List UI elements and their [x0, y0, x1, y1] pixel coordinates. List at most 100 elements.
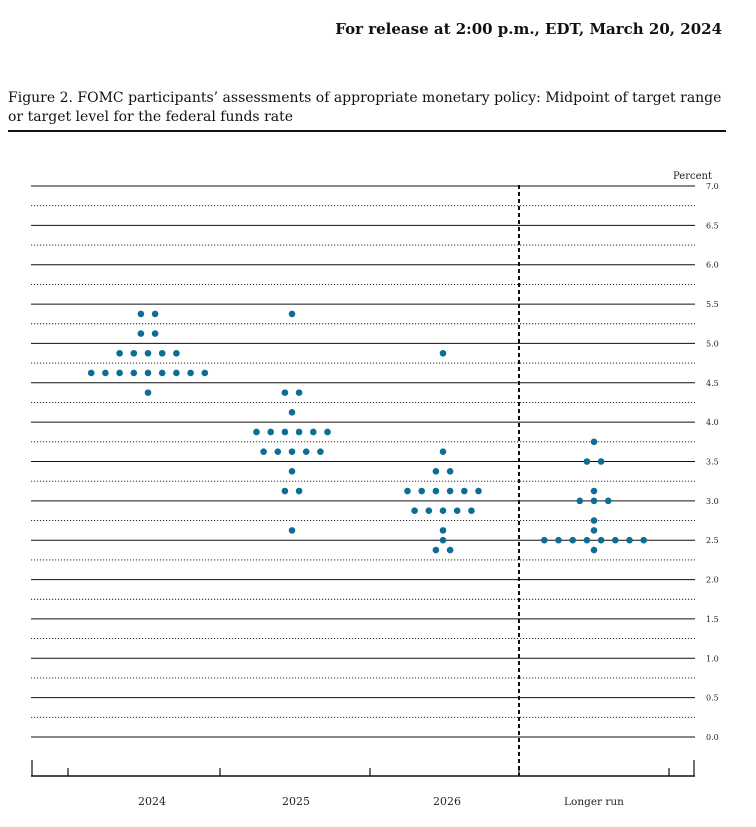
- y-tick-label: 1.5: [706, 615, 719, 624]
- dot: [439, 536, 447, 544]
- dot: [590, 546, 598, 554]
- dot: [446, 546, 454, 554]
- dot: [590, 438, 598, 446]
- dot: [612, 536, 619, 544]
- dot: [288, 310, 296, 318]
- y-tick-label: 4.5: [706, 379, 719, 388]
- dot: [288, 409, 296, 416]
- dot: [260, 448, 267, 455]
- dot: [151, 310, 159, 318]
- dot: [144, 369, 152, 377]
- dot: [604, 497, 612, 505]
- dot: [432, 546, 440, 554]
- y-tick-label: 6.5: [706, 221, 719, 230]
- y-tick-label: 6.0: [706, 261, 719, 270]
- dot: [404, 487, 411, 495]
- dot: [281, 428, 289, 436]
- dot: [151, 330, 159, 337]
- y-axis-ticks: 0.0 0.5 1.0 1.5 2.0 2.5 3.0 3.5 4.0 4.5 5.0 5.5 6.0 6…: [706, 182, 719, 742]
- dot: [288, 448, 296, 455]
- dot: [281, 487, 289, 495]
- dot: [87, 369, 95, 377]
- dot: [317, 448, 324, 455]
- x-category-label: 2024: [138, 795, 166, 808]
- dot: [439, 448, 447, 455]
- x-axis: 2024 2025 2026 Longer run: [31, 760, 695, 808]
- dot: [130, 349, 138, 357]
- dot: [640, 536, 647, 544]
- y-axis-unit-label: Percent: [673, 171, 712, 182]
- dot: [281, 389, 289, 396]
- dot: [439, 349, 447, 357]
- gridlines: [31, 185, 695, 738]
- dot: [173, 349, 180, 357]
- dot: [144, 389, 152, 396]
- dot: [295, 487, 303, 495]
- y-tick-label: 0.5: [706, 694, 719, 703]
- y-tick-label: 2.0: [706, 576, 719, 585]
- y-tick-label: 7.0: [706, 182, 719, 191]
- dot: [137, 310, 145, 318]
- dot: [295, 389, 303, 396]
- dot: [295, 428, 303, 436]
- dot: [158, 369, 166, 377]
- dot: [253, 428, 260, 436]
- dot: [274, 448, 282, 455]
- dot: [576, 497, 584, 505]
- dot: [187, 369, 194, 377]
- dot: [418, 487, 426, 495]
- dot: [137, 330, 145, 337]
- dot: [569, 536, 576, 544]
- dot: [425, 507, 433, 514]
- dot: [439, 507, 447, 514]
- x-category-label: Longer run: [564, 796, 624, 808]
- y-tick-label: 4.0: [706, 418, 719, 427]
- dot: [130, 369, 138, 377]
- dot: [590, 527, 598, 534]
- dot: [439, 527, 447, 534]
- y-tick-label: 3.0: [706, 497, 719, 506]
- y-tick-label: 5.5: [706, 300, 719, 309]
- y-tick-label: 2.5: [706, 536, 719, 545]
- dot: [116, 349, 123, 357]
- caption-rule: [8, 130, 726, 132]
- y-tick-label: 5.0: [706, 339, 719, 348]
- dot: [432, 487, 440, 495]
- dot: [411, 507, 418, 514]
- dot: [583, 536, 591, 544]
- dot: [267, 428, 275, 436]
- dot: [102, 369, 109, 377]
- dot: [555, 536, 562, 544]
- dots: [87, 310, 647, 554]
- dot: [541, 536, 548, 544]
- x-category-label: 2026: [433, 795, 461, 808]
- dot: [288, 468, 296, 475]
- y-tick-label: 0.0: [706, 733, 719, 742]
- dot: [590, 517, 598, 524]
- dot: [310, 428, 317, 436]
- dot: [324, 428, 331, 436]
- dot: [173, 369, 180, 377]
- x-category-label: 2025: [282, 795, 310, 808]
- dot: [201, 369, 209, 377]
- dot: [590, 497, 598, 505]
- dot: [583, 458, 591, 465]
- release-header: For release at 2:00 p.m., EDT, March 20,…: [335, 20, 722, 38]
- figure-caption: Figure 2. FOMC participants’ assessments…: [8, 90, 722, 125]
- dot: [468, 507, 475, 514]
- dot: [446, 487, 454, 495]
- dot: [453, 507, 461, 514]
- dot: [461, 487, 468, 495]
- dot: [597, 536, 605, 544]
- dot: [590, 487, 598, 495]
- dot: [626, 536, 633, 544]
- y-tick-label: 1.0: [706, 654, 719, 663]
- dot: [597, 458, 605, 465]
- dot: [432, 468, 440, 475]
- y-tick-label: 3.5: [706, 458, 719, 467]
- dot: [302, 448, 310, 455]
- dot: [288, 527, 296, 534]
- dot: [446, 468, 454, 475]
- dot: [116, 369, 123, 377]
